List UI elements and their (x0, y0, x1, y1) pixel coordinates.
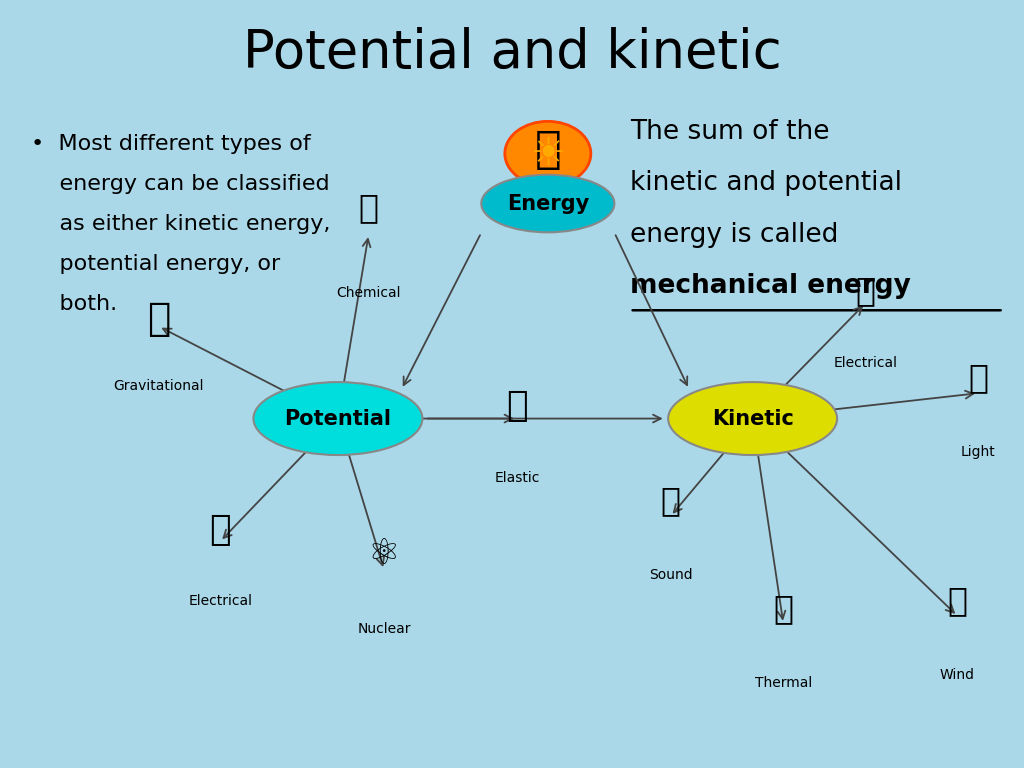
Text: Nuclear: Nuclear (357, 622, 411, 636)
Text: 🌍: 🌍 (147, 300, 170, 338)
Text: energy can be classified: energy can be classified (31, 174, 330, 194)
Text: Electrical: Electrical (834, 356, 897, 369)
Text: Potential and kinetic: Potential and kinetic (243, 27, 781, 79)
Text: mechanical energy: mechanical energy (630, 273, 910, 300)
Text: Light: Light (961, 445, 995, 459)
Text: 🎾: 🎾 (506, 389, 528, 422)
Text: both.: both. (31, 294, 117, 314)
Text: Gravitational: Gravitational (114, 379, 204, 392)
Text: ⚛: ⚛ (368, 538, 400, 571)
Text: 🚀: 🚀 (358, 191, 379, 223)
Text: energy is called: energy is called (630, 222, 838, 248)
Text: 🔔: 🔔 (660, 485, 681, 517)
Text: kinetic and potential: kinetic and potential (630, 170, 902, 197)
Text: as either kinetic energy,: as either kinetic energy, (31, 214, 330, 234)
Ellipse shape (481, 175, 614, 232)
Text: Kinetic: Kinetic (712, 409, 794, 429)
Text: 💡: 💡 (209, 513, 231, 547)
Text: Elastic: Elastic (495, 471, 540, 485)
Text: Chemical: Chemical (337, 286, 400, 300)
Text: 🌈: 🌈 (968, 362, 988, 394)
Text: Thermal: Thermal (755, 676, 812, 690)
Text: •  Most different types of: • Most different types of (31, 134, 310, 154)
Text: 🔌: 🔌 (855, 274, 876, 306)
Text: potential energy, or: potential energy, or (31, 254, 280, 274)
Text: 🌪: 🌪 (947, 584, 968, 617)
Circle shape (505, 121, 591, 186)
Text: ☀: ☀ (530, 134, 565, 173)
Text: Wind: Wind (940, 668, 975, 682)
Ellipse shape (668, 382, 838, 455)
Text: Sound: Sound (649, 568, 692, 582)
Text: 🌡: 🌡 (773, 592, 794, 624)
Text: Energy: Energy (507, 194, 589, 214)
Ellipse shape (254, 382, 423, 455)
Text: Electrical: Electrical (188, 594, 252, 607)
Text: Potential: Potential (285, 409, 391, 429)
Text: 🔥: 🔥 (535, 128, 561, 171)
Text: The sum of the: The sum of the (630, 119, 829, 145)
